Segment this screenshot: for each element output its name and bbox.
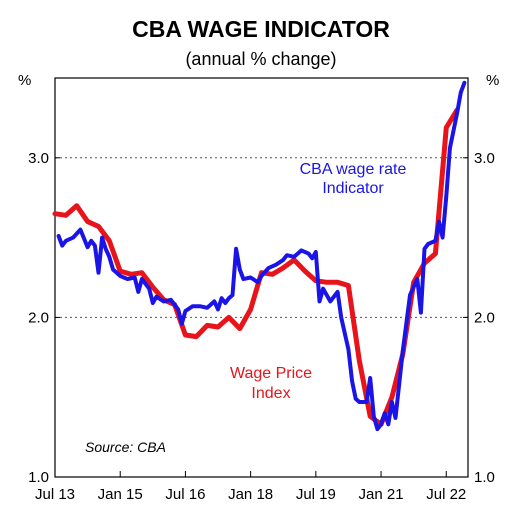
y-tick-label-right: 3.0 — [474, 150, 495, 167]
y-tick-label-left: 3.0 — [28, 150, 49, 167]
series-label-cba-line2: Indicator — [322, 180, 384, 197]
series-line-cba-wage-indicator — [56, 80, 467, 432]
y-unit-right: % — [486, 72, 500, 89]
x-tick-label: Jan 15 — [98, 486, 143, 503]
series-label-cba-line1: CBA wage rate — [300, 161, 407, 178]
series-label-wpi-line1: Wage Price — [230, 365, 312, 382]
plot-frame — [54, 77, 469, 478]
series-label-wpi-line2: Index — [251, 385, 290, 402]
y-tick-label-left: 2.0 — [28, 309, 49, 326]
x-tick-label: Jan 18 — [228, 486, 273, 503]
y-tick-label-left: 1.0 — [28, 469, 49, 486]
y-unit-left: % — [18, 72, 32, 89]
x-tick-label: Jul 19 — [296, 486, 336, 503]
x-tick-labels: Jul 13 Jan 15 Jul 16 Jan 18 Jul 19 Jan 21 Jul … — [35, 486, 466, 503]
x-tick-label: Jul 22 — [426, 486, 466, 503]
y-tick-label-right: 1.0 — [474, 469, 495, 486]
x-tick-label: Jan 21 — [359, 486, 404, 503]
chart-subtitle: (annual % change) — [185, 49, 337, 69]
x-tick-marks — [54, 471, 447, 477]
source-note: Source: CBA — [85, 439, 166, 455]
y-tick-label-right: 2.0 — [474, 309, 495, 326]
series-layer — [52, 80, 467, 432]
chart-title: CBA WAGE INDICATOR — [132, 16, 390, 42]
x-tick-label: Jul 16 — [165, 486, 205, 503]
y-tick-labels: 1.0 1.0 2.0 2.0 3.0 3.0 — [28, 150, 495, 486]
x-tick-label: Jul 13 — [35, 486, 75, 503]
